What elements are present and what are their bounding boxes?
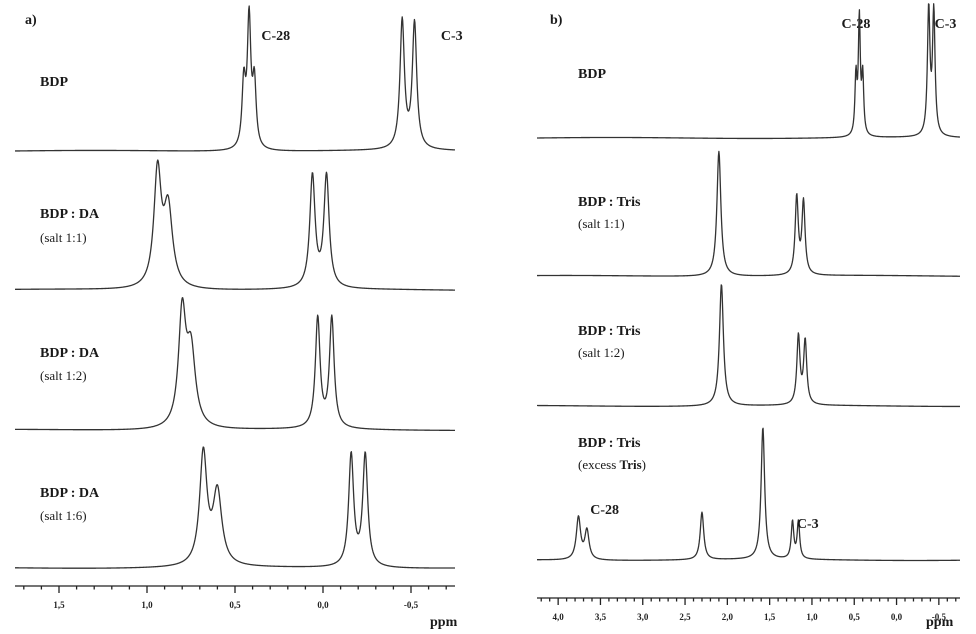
x-tick-label: 1,5 [53,600,65,610]
x-tick-label: 0,5 [229,600,241,610]
panel-letter: b) [550,13,563,28]
x-axis-label: ppm [430,615,458,630]
series-subtitle: (excess Tris) [578,457,646,472]
series-subtitle: (salt 1:2) [578,345,625,360]
x-tick-label: -0,5 [932,612,947,622]
trace-peak-label: C-3 [797,517,819,532]
series-label: BDP : DA [40,346,100,361]
spectrum-trace [14,5,456,152]
series-label: BDP : Tris [578,324,641,339]
spectrum-trace [536,284,961,408]
trace-peak-label: C-28 [590,503,619,518]
x-tick-label: 3,0 [637,612,649,622]
peak-annotation: C-3 [935,17,957,32]
x-tick-label: 1,0 [141,600,153,610]
spectrum-trace [536,150,961,277]
x-tick-label: 0,0 [317,600,329,610]
series-subtitle: (salt 1:2) [40,368,87,383]
series-label: BDP : Tris [578,195,641,210]
x-tick-label: 0,5 [849,612,861,622]
panel-letter: a) [25,13,37,28]
x-tick-label: 0,0 [891,612,903,622]
x-tick-label: 2,0 [722,612,734,622]
x-tick-label: 1,5 [764,612,776,622]
series-label: BDP : DA [40,486,100,501]
peak-annotation: C-28 [842,17,871,32]
x-tick-label: 4,0 [553,612,565,622]
series-subtitle: (salt 1:1) [40,230,87,245]
spectrum-trace [536,3,961,140]
x-tick-label: 2,5 [679,612,691,622]
x-tick-label: 1,0 [806,612,818,622]
peak-annotation: C-3 [441,29,463,44]
series-label: BDP : DA [40,207,100,222]
series-subtitle: (salt 1:1) [578,216,625,231]
series-subtitle: (salt 1:6) [40,508,87,523]
series-label: BDP : Tris [578,436,641,451]
spectrum-trace [14,159,456,291]
spectrum-trace [14,446,456,569]
x-axis-label: ppm [926,615,954,630]
x-tick-label: 3,5 [595,612,607,622]
spectrum-trace [14,297,456,431]
panel-b: b) C-28 C-3 BDP BDP : Tris (salt 1:1) BDP : Tr… [536,3,961,630]
panel-a: a) C-28 C-3 BDP BDP : DA (salt 1:1) BDP : DA (s… [14,5,463,630]
series-label: BDP [40,75,68,90]
x-tick-label: -0,5 [404,600,419,610]
peak-annotation: C-28 [261,29,290,44]
series-label: BDP [578,67,606,82]
spectrum-trace [536,427,961,562]
